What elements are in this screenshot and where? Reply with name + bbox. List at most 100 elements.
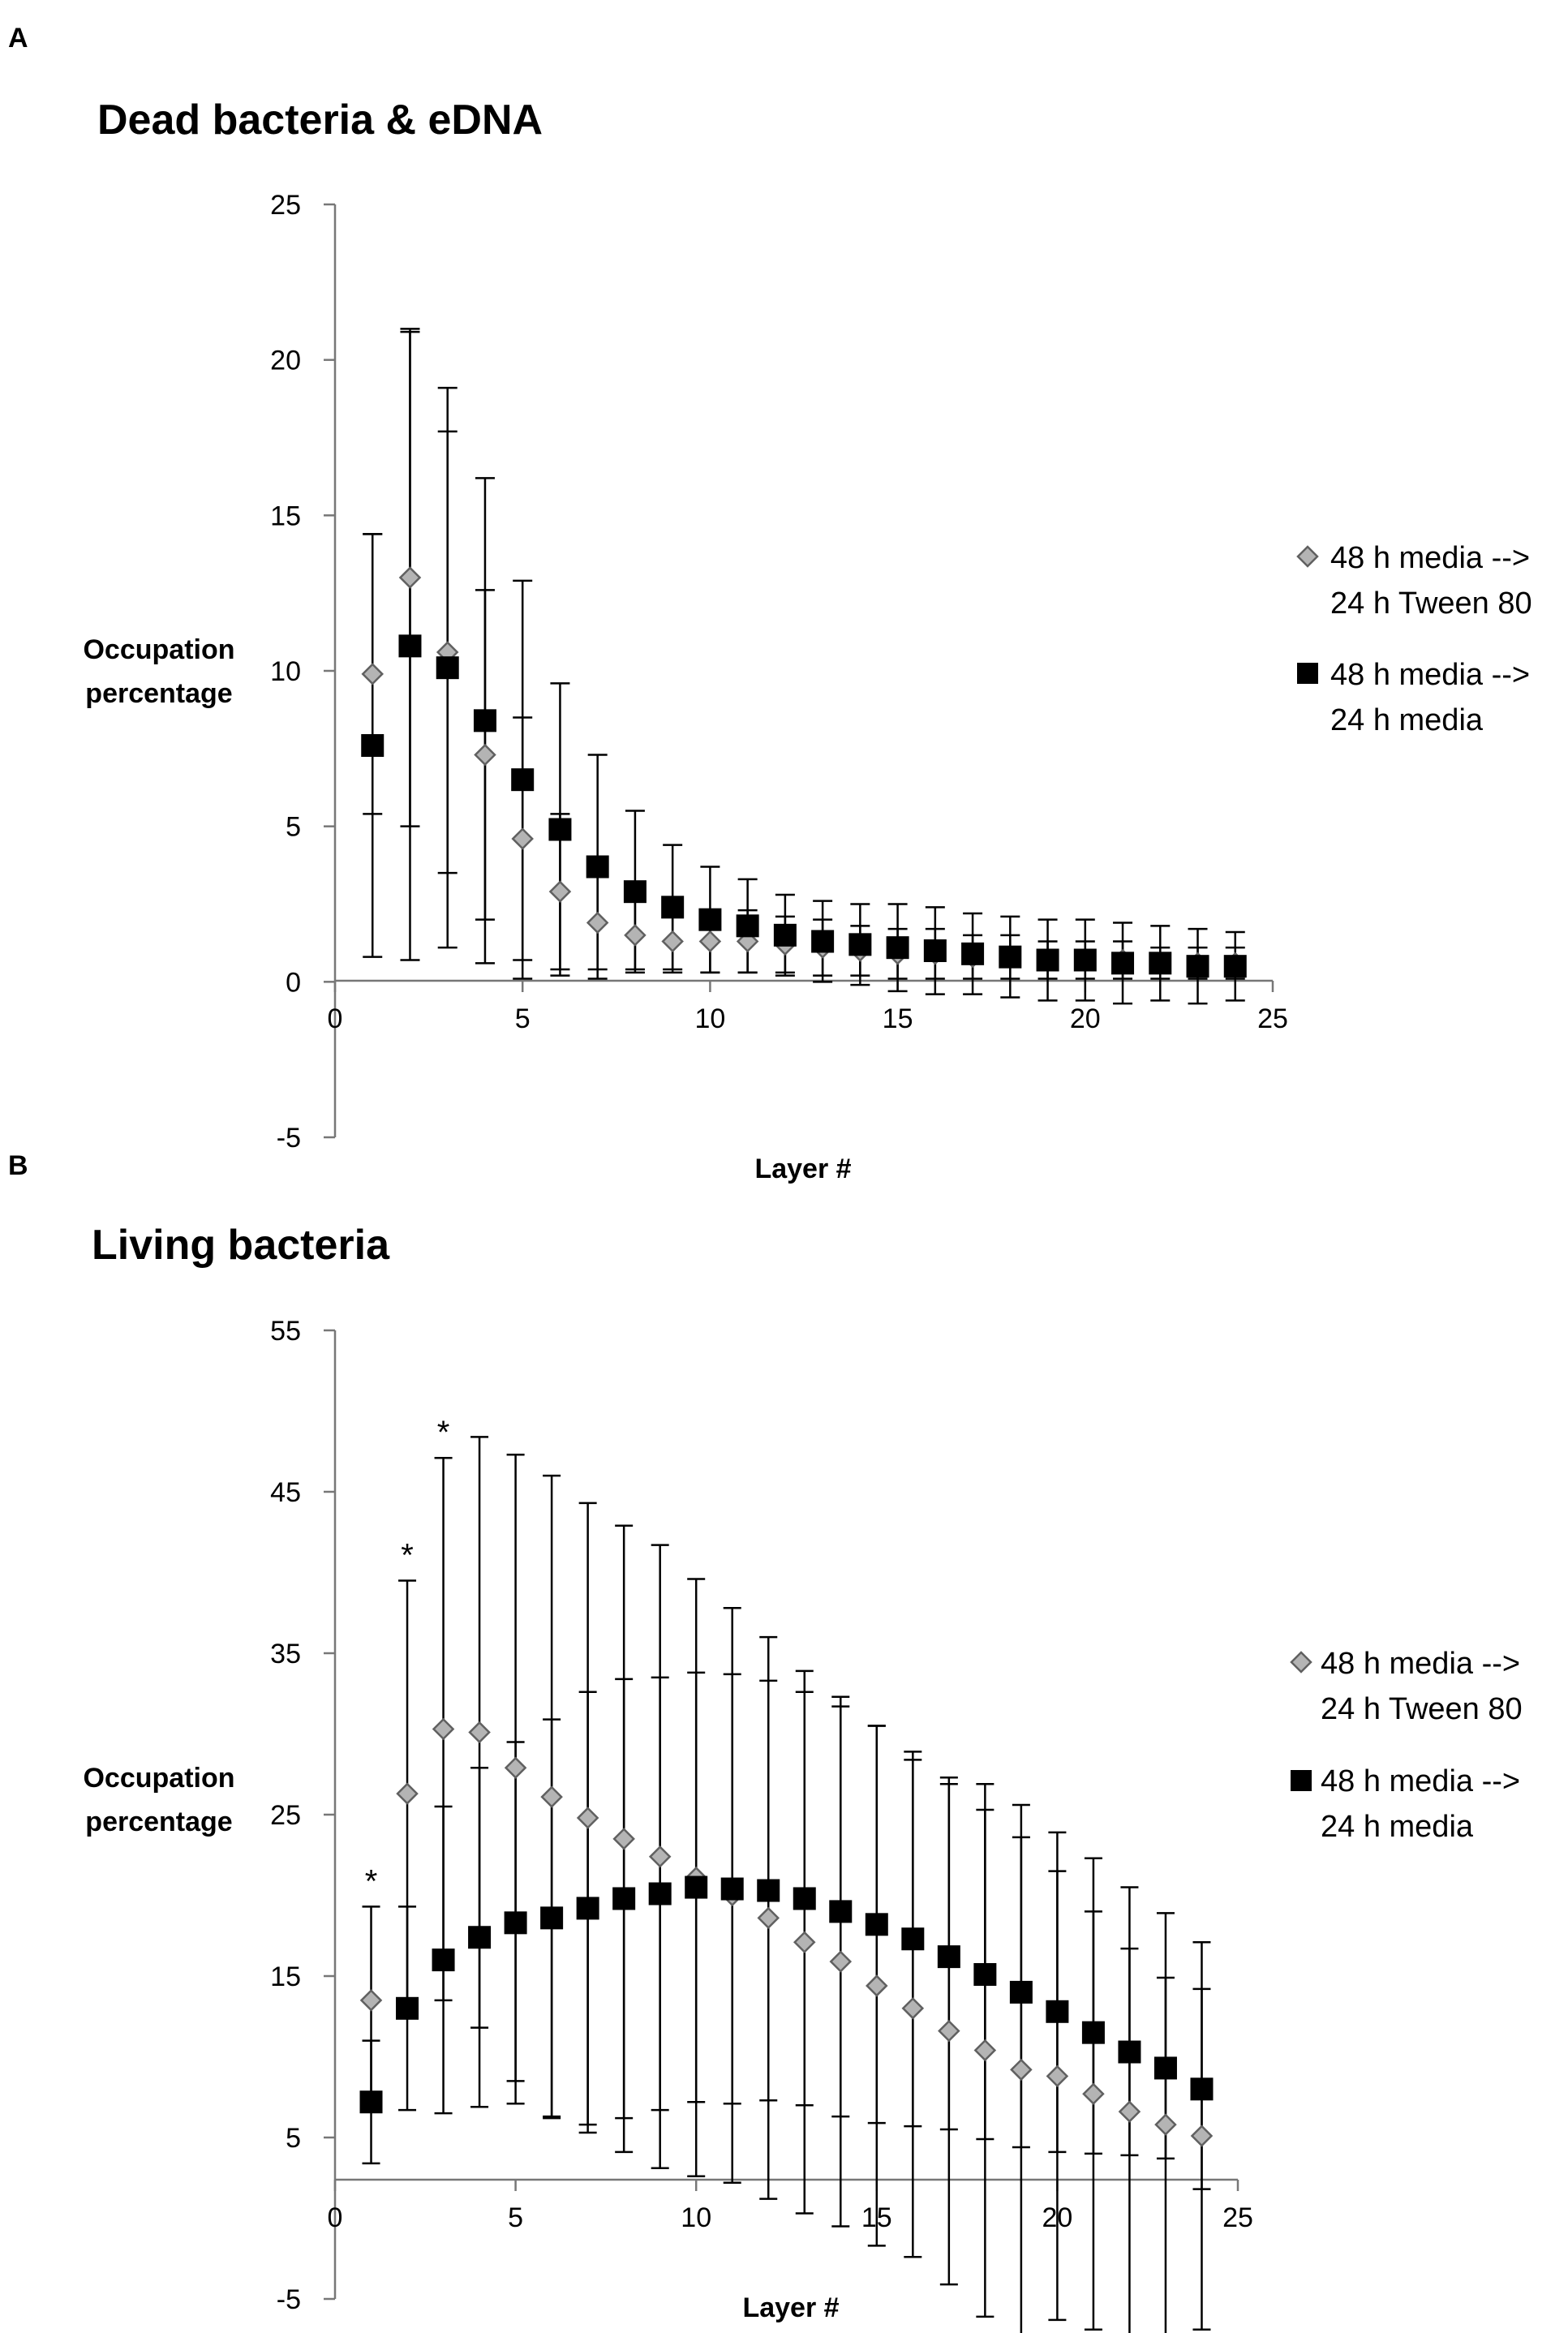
panel-b-tween-point [793, 1931, 816, 1953]
panel-a-media-point [1073, 948, 1097, 972]
panel-a: A Dead bacteria & eDNA Occupation percen… [8, 23, 1532, 1184]
panel-b-x-tick-label: 10 [681, 2202, 711, 2233]
panel-a-media-point [961, 942, 985, 965]
panel-b-media-point [865, 1913, 888, 1936]
panel-b-significance-mark: * [401, 1537, 414, 1573]
panel-b-media-point [612, 1887, 636, 1910]
panel-a-y-tick-label: 10 [270, 656, 301, 687]
panel-b-legend-media-line-1: 48 h media --> [1321, 1764, 1520, 1798]
panel-a-x-tick-label: 10 [694, 1003, 725, 1034]
panel-b-media-point [396, 1996, 419, 2020]
panel-a-media-point [398, 634, 422, 658]
panel-a-media-point [698, 908, 722, 931]
panel-b-tween-point [829, 1950, 853, 1973]
panel-b-tween-point [1190, 2125, 1214, 2147]
panel-a-legend-media-line-2: 24 h media [1330, 703, 1484, 737]
panel-a-y-tick-label: 15 [270, 501, 301, 531]
panel-b-legend-tween-line-2: 24 h Tween 80 [1321, 1692, 1523, 1726]
panel-a-legend-diamond-marker [1296, 545, 1319, 568]
panel-a-tween-point [511, 827, 534, 850]
panel-b-legend-item-media: 48 h media --> 24 h media [1291, 1764, 1520, 1844]
panel-a-plot-area: -5 0 5 10 15 20 25 0 5 10 15 20 25 [270, 190, 1288, 1154]
panel-b-media-point [432, 1948, 455, 1972]
panel-b-tween-point [1082, 2082, 1105, 2106]
panel-b-media-point [685, 1875, 708, 1899]
panel-a-legend-item-tween: 48 h media --> 24 h Tween 80 [1296, 541, 1532, 621]
panel-b-y-tick-label: -5 [277, 2284, 301, 2315]
panel-b-media-point [1190, 2077, 1214, 2101]
panel-a-x-tick-label: 15 [883, 1003, 913, 1034]
panel-a-media-point [661, 896, 685, 919]
panel-a-tween-point [661, 930, 684, 953]
panel-a-legend-media-line-1: 48 h media --> [1330, 658, 1530, 692]
panel-b-media-point [1009, 1980, 1033, 2004]
panel-a-x-tick-label: 20 [1070, 1003, 1101, 1034]
panel-a-tween-point [624, 924, 647, 947]
panel-b-media-point [359, 2090, 383, 2114]
panel-a-legend-tween-line-2: 24 h Tween 80 [1330, 586, 1532, 621]
panel-b-legend-tween-line-1: 48 h media --> [1321, 1647, 1520, 1681]
panel-a-media-point [1223, 955, 1247, 978]
panel-b-legend-item-tween: 48 h media --> 24 h Tween 80 [1290, 1647, 1523, 1726]
panel-b-x-axis-title: Layer # [742, 2292, 839, 2323]
panel-b-tween-point [1010, 2058, 1033, 2082]
panel-b-tween-point [973, 2039, 997, 2062]
panel-a-tween-point [474, 743, 496, 767]
panel-b-tween-point [576, 1807, 599, 1829]
panel-b-media-point [937, 1945, 960, 1969]
panel-b-media-point [757, 1879, 780, 1902]
panel-b-significance-mark: * [437, 1415, 450, 1450]
panel-b-media-point [793, 1887, 816, 1910]
panel-a-x-tick-label: 5 [515, 1003, 531, 1034]
panel-a-y-tick-label: 5 [286, 812, 301, 843]
panel-a-media-point [511, 768, 535, 792]
panel-a-media-point [586, 855, 609, 879]
panel-a-media-point [1186, 955, 1209, 978]
panel-b-media-point [648, 1882, 672, 1905]
panel-b-y-tick-label: 55 [270, 1316, 301, 1347]
panel-a-media-point [436, 656, 459, 680]
panel-a-y-tick-label: 0 [286, 967, 301, 998]
panel-a-media-point [1149, 952, 1172, 975]
panel-a-legend-square-marker [1297, 663, 1318, 684]
panel-b-letter: B [8, 1150, 28, 1181]
panel-b-y-axis-title: Occupation percentage [83, 1763, 234, 1837]
panel-b-y-axis-title-line-2: percentage [85, 1807, 232, 1837]
panel-a-letter: A [8, 23, 28, 54]
panel-b-media-point [973, 1963, 997, 1987]
panel-a-legend-tween-line-1: 48 h media --> [1330, 541, 1530, 575]
panel-b-tween-point [866, 1974, 888, 1997]
panel-b-tween-point [612, 1828, 635, 1850]
panel-b-tween-point [1118, 2100, 1141, 2123]
panel-a-tween-point [548, 880, 572, 903]
panel-a-media-point [923, 939, 947, 962]
panel-a-media-point [999, 945, 1022, 969]
panel-b-tween-point [648, 1845, 672, 1868]
panel-a-media-point [548, 818, 572, 841]
panel-a-legend-item-media: 48 h media --> 24 h media [1297, 658, 1530, 737]
panel-a-media-point [623, 880, 647, 904]
panel-b-tween-point [396, 1782, 419, 1805]
panel-a-tween-point [586, 911, 609, 934]
panel-a-y-tick-label: -5 [277, 1123, 301, 1154]
panel-b-media-point [540, 1906, 564, 1930]
panel-b-media-point [468, 1926, 492, 1949]
panel-b-significance-mark: * [365, 1863, 378, 1899]
panel-b-x-tick-label: 25 [1222, 2202, 1253, 2233]
panel-a-x-tick-label: 25 [1257, 1003, 1288, 1034]
panel-b-tween-point [1154, 2113, 1177, 2136]
panel-a-media-point [811, 930, 835, 953]
panel-b-tween-point [504, 1756, 527, 1780]
panel-b-y-tick-label: 45 [270, 1477, 301, 1508]
panel-b-y-tick-label: 15 [270, 1961, 301, 1992]
panel-b-tween-point [938, 2019, 960, 2043]
panel-b-legend-square-marker [1291, 1770, 1312, 1791]
panel-a-media-point [361, 734, 384, 757]
panel-b-legend: 48 h media --> 24 h Tween 80 48 h media … [1290, 1647, 1523, 1844]
panel-b-tween-point [757, 1906, 780, 1930]
panel-a-media-point [473, 709, 496, 733]
panel-b-media-point [504, 1911, 527, 1935]
